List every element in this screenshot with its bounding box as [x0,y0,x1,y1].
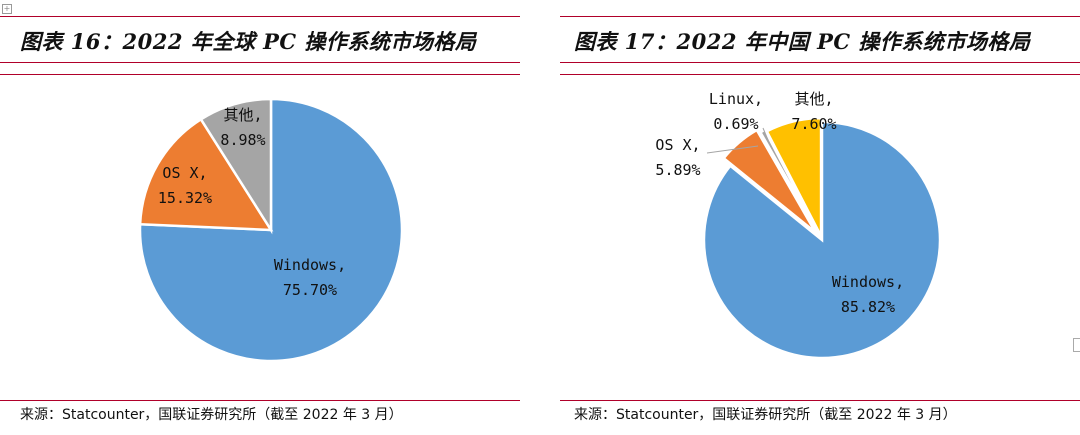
chart-panel-china: 图表 17：2022 年中国 PC 操作系统市场格局 Windows, 85.82… [560,0,1080,435]
pie-slice-linux [758,128,821,236]
slice-label: OS X, [655,136,700,154]
top-rule [560,16,1080,17]
pie-chart-global: Windows, 75.70% OS X, 15.32% 其他, 8.98% [138,97,404,363]
chart-panel-global: 图表 16：2022 年全球 PC 操作系统市场格局 Windows, 75.70… [0,0,520,435]
slice-label: Windows, [274,256,346,274]
source-note: 来源：Statcounter，国联证券研究所（截至 2022 年 3 月） [20,407,403,423]
slice-label: 其他, [223,106,262,124]
pie-slice-os-x [138,117,274,232]
slice-value-label: 5.89% [655,161,700,179]
slice-value-label: 8.98% [220,131,265,149]
title-rule-upper [560,62,1080,63]
title-rule-lower [0,74,520,75]
pie-slice-windows [702,120,942,360]
title-rule-lower [560,74,1080,75]
bottom-rule [560,400,1080,401]
title-rule-upper [0,62,520,63]
table-anchor-icon: + [2,4,12,14]
pie-slice-os-x [721,128,817,234]
slice-value-label: 75.70% [283,281,337,299]
leader-line [762,127,769,141]
slice-value-label: 0.69% [713,115,758,133]
pie-slice-其他 [765,116,823,237]
slice-label: Linux, [709,90,763,108]
slice-value-label: 85.82% [841,298,895,316]
top-rule [0,16,520,17]
pie-slice-其他 [199,97,273,235]
slice-label: OS X, [162,164,207,182]
slice-label: Windows, [832,273,904,291]
pie-chart-china: Windows, 85.82% OS X, 5.89% Linux, 0.69% 其他, 7.… [655,90,942,360]
leader-line [706,145,759,154]
page-edge-marker [1073,338,1080,352]
slice-value-label: 15.32% [158,189,212,207]
bottom-rule [0,400,520,401]
source-note: 来源：Statcounter，国联证券研究所（截至 2022 年 3 月） [574,407,957,423]
slice-label: 其他, [794,90,833,108]
chart-title: 图表 17：2022 年中国 PC 操作系统市场格局 [574,29,1031,54]
chart-title: 图表 16：2022 年全球 PC 操作系统市场格局 [20,29,477,54]
slice-value-label: 7.60% [791,115,836,133]
